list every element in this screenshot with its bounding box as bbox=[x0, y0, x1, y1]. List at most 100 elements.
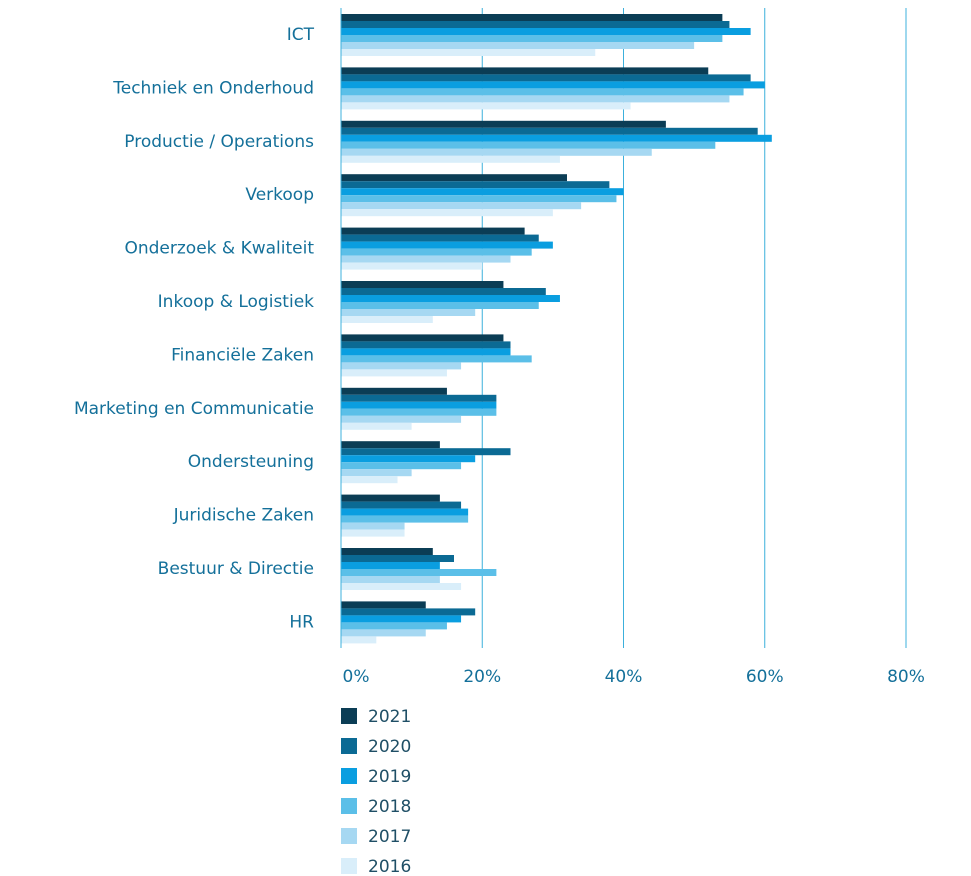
bar bbox=[341, 636, 377, 644]
legend-label: 2020 bbox=[368, 737, 411, 757]
bar bbox=[341, 494, 440, 502]
bar bbox=[341, 501, 462, 509]
bar bbox=[341, 569, 497, 576]
bar bbox=[341, 441, 440, 449]
y-tick-label: Financiële Zaken bbox=[171, 345, 314, 365]
legend-swatch bbox=[341, 858, 357, 874]
y-tick-label: Ondersteuning bbox=[188, 452, 314, 472]
bar bbox=[341, 415, 462, 423]
bar bbox=[341, 622, 447, 630]
bar bbox=[341, 608, 476, 616]
bar bbox=[341, 408, 497, 416]
y-tick-label: Onderzoek & Kwaliteit bbox=[124, 239, 314, 259]
legend-label: 2021 bbox=[368, 707, 411, 727]
bar bbox=[341, 14, 723, 21]
bar bbox=[341, 355, 532, 363]
bar bbox=[341, 422, 412, 430]
bar bbox=[341, 334, 504, 342]
bar bbox=[341, 67, 709, 75]
bar bbox=[341, 74, 751, 82]
bar bbox=[341, 476, 398, 484]
bar bbox=[341, 316, 433, 323]
legend-swatch bbox=[341, 768, 357, 784]
y-tick-label: Juridische Zaken bbox=[173, 506, 314, 526]
legend-label: 2019 bbox=[368, 767, 411, 787]
bar bbox=[341, 615, 462, 623]
bar bbox=[341, 348, 511, 356]
legend-swatch bbox=[341, 708, 357, 724]
y-tick-label: Marketing en Communicatie bbox=[74, 399, 314, 419]
bar bbox=[341, 562, 440, 569]
legend-swatch bbox=[341, 798, 357, 814]
bar bbox=[341, 35, 723, 42]
bar bbox=[341, 234, 539, 242]
bar bbox=[341, 248, 532, 256]
bar bbox=[341, 88, 744, 96]
bar bbox=[341, 401, 497, 409]
bar bbox=[341, 95, 730, 103]
y-tick-label: Bestuur & Directie bbox=[158, 559, 314, 579]
bar bbox=[341, 148, 652, 156]
bar bbox=[341, 227, 525, 235]
bar bbox=[341, 174, 567, 182]
bar bbox=[341, 195, 617, 203]
bar bbox=[341, 255, 511, 263]
legend-swatch bbox=[341, 738, 357, 754]
bar bbox=[341, 127, 758, 135]
bar bbox=[341, 601, 426, 609]
legend-label: 2017 bbox=[368, 827, 411, 847]
legend-label: 2018 bbox=[368, 797, 411, 817]
bar bbox=[341, 555, 454, 562]
bar bbox=[341, 309, 476, 316]
bar bbox=[341, 462, 462, 470]
y-tick-label: Verkoop bbox=[245, 185, 314, 205]
bar bbox=[341, 241, 553, 249]
bar bbox=[341, 141, 716, 149]
bar bbox=[341, 120, 666, 128]
bar bbox=[341, 455, 476, 463]
bar bbox=[341, 281, 504, 288]
bar bbox=[341, 529, 405, 537]
bar bbox=[341, 262, 483, 270]
bar bbox=[341, 548, 433, 555]
legend-label: 2016 bbox=[368, 857, 411, 876]
x-tick-label: 20% bbox=[463, 667, 501, 687]
bar bbox=[341, 369, 447, 377]
bar bbox=[341, 576, 440, 583]
bar bbox=[341, 81, 765, 89]
bar bbox=[341, 49, 596, 56]
y-tick-label: ICT bbox=[287, 25, 315, 45]
bar bbox=[341, 394, 497, 402]
legend-swatch bbox=[341, 828, 357, 844]
bar bbox=[341, 155, 560, 163]
x-tick-label: 80% bbox=[887, 667, 925, 687]
bar bbox=[341, 362, 462, 370]
x-tick-label: 0% bbox=[343, 667, 370, 687]
y-tick-label: HR bbox=[289, 612, 314, 632]
bar bbox=[341, 341, 511, 349]
y-tick-label: Productie / Operations bbox=[124, 132, 314, 152]
bar bbox=[341, 102, 631, 110]
bar bbox=[341, 288, 546, 295]
y-tick-label: Techniek en Onderhoud bbox=[112, 78, 314, 98]
bar bbox=[341, 209, 553, 217]
bar bbox=[341, 42, 695, 49]
bar bbox=[341, 629, 426, 637]
y-tick-label: Inkoop & Logistiek bbox=[158, 292, 314, 312]
bar bbox=[341, 583, 462, 590]
bar bbox=[341, 134, 772, 142]
bar bbox=[341, 469, 412, 477]
bar bbox=[341, 295, 560, 302]
bar bbox=[341, 302, 539, 309]
bar bbox=[341, 28, 751, 35]
bar bbox=[341, 387, 447, 395]
bar bbox=[341, 202, 582, 210]
bar bbox=[341, 21, 730, 28]
x-tick-label: 40% bbox=[605, 667, 643, 687]
bar bbox=[341, 448, 511, 456]
bar bbox=[341, 188, 624, 196]
bar bbox=[341, 508, 469, 516]
bar bbox=[341, 181, 610, 189]
